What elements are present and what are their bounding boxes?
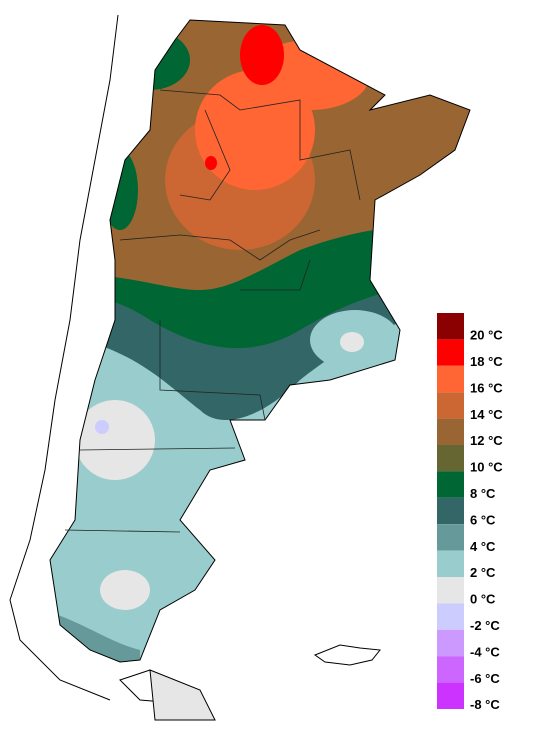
legend-swatch: [437, 365, 464, 393]
legend-swatch: [437, 392, 464, 419]
province-borders: [64, 89, 361, 533]
legend-label: -4 °C: [470, 644, 500, 659]
legend-label: -2 °C: [470, 618, 500, 633]
legend-label: 8 °C: [470, 486, 496, 501]
legend-swatch: [437, 656, 464, 683]
legend-label: 16 °C: [470, 380, 503, 395]
legend-label: 4 °C: [470, 539, 496, 554]
argentina-outline: [49, 19, 471, 663]
legend-label: 12 °C: [470, 433, 503, 448]
legend-swatch: [437, 418, 464, 445]
legend-label: -8 °C: [470, 697, 500, 712]
tierra-del-fuego: [149, 669, 216, 721]
falkland-islands: [313, 644, 381, 666]
legend-label: 6 °C: [470, 512, 496, 527]
legend-swatch: [437, 577, 464, 604]
legend-swatch: [437, 629, 464, 657]
legend-label: 0 °C: [470, 592, 496, 607]
legend-swatch: [437, 550, 464, 577]
legend-swatch: [437, 524, 464, 551]
legend-label: 14 °C: [470, 407, 503, 422]
legend-label: 2 °C: [470, 565, 496, 580]
legend-swatch: [437, 339, 464, 366]
legend-swatch: [437, 313, 464, 340]
legend: 20 °C 18 °C 16 °C 14 °C 12 °C 10 °C 8 °C 6 °C 4 …: [437, 313, 503, 712]
legend-swatch: [437, 682, 464, 709]
legend-label: 18 °C: [470, 354, 503, 369]
legend-swatch: [437, 497, 464, 525]
legend-label: -6 °C: [470, 671, 500, 686]
legend-label: 20 °C: [470, 328, 503, 343]
legend-swatch: [437, 471, 464, 498]
legend-swatch: [437, 603, 464, 630]
legend-label: 10 °C: [470, 460, 503, 475]
legend-swatch: [437, 445, 464, 472]
